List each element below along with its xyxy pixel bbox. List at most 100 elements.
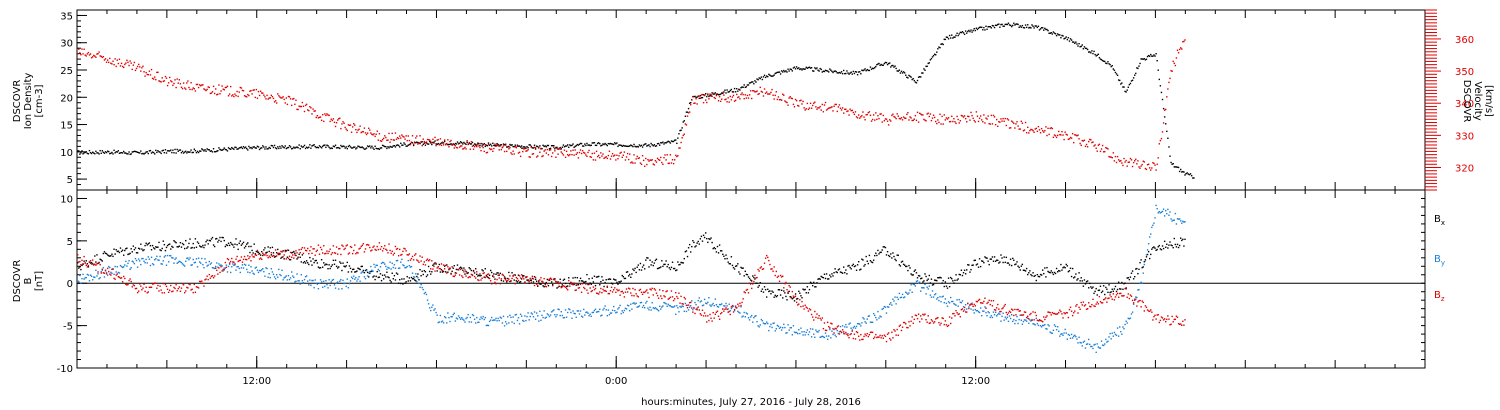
data-point <box>832 275 834 277</box>
data-point <box>480 274 482 277</box>
data-point <box>606 157 608 160</box>
data-point <box>1041 27 1044 29</box>
data-point <box>925 275 927 278</box>
data-point <box>93 276 95 278</box>
data-point <box>530 145 533 148</box>
data-point <box>1117 281 1120 283</box>
data-point <box>298 105 300 107</box>
data-point <box>202 282 204 285</box>
data-point <box>382 261 385 264</box>
data-point <box>88 149 91 152</box>
data-point <box>650 159 652 162</box>
data-point <box>900 70 903 73</box>
data-point <box>789 68 791 70</box>
data-point <box>476 271 478 273</box>
data-point <box>676 155 678 158</box>
data-point <box>760 90 763 93</box>
data-point <box>288 96 291 98</box>
data-point <box>725 92 727 94</box>
data-point <box>664 154 666 156</box>
data-point <box>208 273 210 276</box>
data-point <box>923 287 925 289</box>
data-point <box>683 120 685 122</box>
data-point <box>1055 328 1058 331</box>
data-point <box>777 96 780 98</box>
data-point <box>351 277 354 280</box>
data-point <box>612 155 615 157</box>
data-point <box>622 276 625 278</box>
data-point <box>354 244 356 246</box>
data-point <box>894 296 896 298</box>
data-point <box>1162 107 1165 110</box>
data-point <box>418 282 420 285</box>
data-point <box>204 88 206 91</box>
data-point <box>96 152 98 154</box>
data-point <box>832 71 834 74</box>
data-point <box>502 143 505 145</box>
data-point <box>611 153 614 155</box>
data-point <box>552 152 554 154</box>
data-point <box>373 133 375 135</box>
data-point <box>509 147 511 149</box>
data-point <box>300 261 302 263</box>
data-point <box>1022 130 1025 132</box>
data-point <box>363 251 366 253</box>
data-point <box>922 114 924 116</box>
data-point <box>819 278 821 280</box>
data-point <box>776 71 779 74</box>
data-point <box>482 272 484 275</box>
data-point <box>756 78 758 80</box>
data-point <box>123 275 125 278</box>
data-point <box>949 37 952 39</box>
data-point <box>484 276 487 279</box>
data-point <box>882 114 884 117</box>
data-point <box>988 263 990 266</box>
data-point <box>147 152 150 155</box>
data-point <box>1151 167 1153 169</box>
data-point <box>135 151 138 153</box>
data-point <box>263 249 265 251</box>
data-point <box>406 275 408 278</box>
data-point <box>113 273 115 276</box>
data-point <box>263 253 265 256</box>
data-point <box>657 310 660 312</box>
data-point <box>859 323 861 325</box>
data-point <box>573 146 575 149</box>
data-point <box>698 297 700 299</box>
data-point <box>550 281 553 283</box>
data-point <box>549 277 552 280</box>
data-point <box>348 282 351 285</box>
data-point <box>386 268 388 271</box>
data-point <box>1028 322 1030 325</box>
data-point <box>169 150 171 152</box>
data-point <box>549 147 552 150</box>
data-point <box>1059 34 1061 36</box>
data-point <box>1004 316 1006 318</box>
data-point <box>470 269 473 272</box>
data-point <box>631 161 633 163</box>
data-point <box>646 163 648 166</box>
data-point <box>150 152 153 154</box>
data-point <box>533 284 536 287</box>
data-point <box>108 255 110 257</box>
data-point <box>261 250 263 253</box>
data-point <box>400 254 402 256</box>
data-point <box>764 288 767 291</box>
data-point <box>419 135 421 137</box>
data-point <box>1159 212 1162 214</box>
data-point <box>997 23 999 26</box>
data-point <box>532 316 535 318</box>
data-point <box>1192 177 1194 179</box>
data-point <box>511 144 513 146</box>
data-point <box>262 268 264 270</box>
data-point <box>955 274 957 276</box>
data-point <box>872 312 875 315</box>
data-point <box>700 94 703 96</box>
data-point <box>917 76 920 78</box>
data-point <box>200 280 202 283</box>
data-point <box>1022 26 1025 29</box>
data-point <box>93 263 95 266</box>
data-point <box>1174 212 1177 215</box>
data-point <box>1064 266 1066 269</box>
data-point <box>876 118 878 121</box>
